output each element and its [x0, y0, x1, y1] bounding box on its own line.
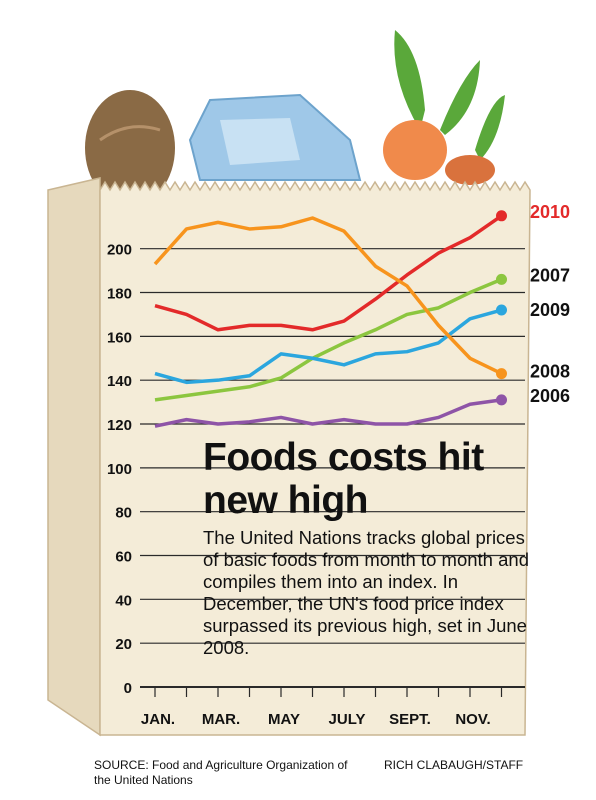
x-tick-label: JAN. [141, 711, 175, 728]
series-line-2008 [153, 216, 503, 376]
x-tick-label: JULY [329, 711, 366, 728]
series-label-2008: 2008 [530, 362, 570, 382]
x-tick-label: SEPT. [389, 711, 431, 728]
series-end-point-2007 [496, 273, 507, 285]
series-label-2010: 2010 [530, 202, 570, 222]
body-text: The United Nations tracks global prices … [203, 527, 529, 658]
series-label-2009: 2009 [530, 300, 570, 320]
series-end-point-2009 [496, 304, 507, 316]
series-line-2007 [154, 277, 503, 402]
series-end-point-2010 [496, 210, 507, 222]
paper-bag [47, 177, 531, 737]
carrot-icon [383, 120, 447, 180]
series-labels: 2010 2007 2009 2008 2006 [530, 202, 570, 406]
x-tick-label: MAY [268, 711, 300, 728]
series-label-2006: 2006 [530, 386, 570, 406]
y-tick-label: 60 [115, 549, 132, 566]
groceries-illustration [85, 30, 505, 206]
y-tick-label: 180 [107, 286, 132, 303]
y-tick-label: 200 [107, 242, 132, 259]
series-end-point-2008 [496, 368, 507, 380]
y-tick-label: 140 [107, 373, 132, 390]
y-tick-label: 160 [107, 329, 132, 346]
y-tick-label: 80 [115, 505, 132, 522]
bag-front [99, 180, 531, 736]
series-line-2009 [154, 308, 502, 385]
y-axis-ticks: 0 20 40 60 80 100 120 140 160 180 200 [107, 242, 132, 697]
y-tick-label: 120 [107, 417, 132, 434]
series-line-2006 [154, 398, 502, 428]
y-tick-label: 40 [115, 592, 132, 609]
source-note: SOURCE: Food and Agriculture Organizatio… [94, 758, 348, 787]
y-tick-label: 0 [124, 680, 132, 697]
series-line-2010 [154, 214, 503, 332]
leaves-icon [394, 30, 505, 160]
potato-icon [445, 155, 495, 185]
chart-series [153, 210, 507, 428]
series-end-point-2006 [496, 394, 507, 406]
series-label-2007: 2007 [530, 265, 570, 285]
x-axis-ticks: JAN. MAR. MAY JULY SEPT. NOV. [141, 711, 491, 728]
x-tick-label: MAR. [202, 711, 240, 728]
y-tick-label: 100 [107, 461, 132, 478]
y-tick-label: 20 [115, 636, 132, 653]
headline: Foods costs hit new high [203, 436, 484, 522]
bag-side [47, 177, 101, 737]
credit-note: RICH CLABAUGH/STAFF [384, 758, 524, 772]
bread-icon [85, 90, 175, 206]
x-tick-label: NOV. [455, 711, 490, 728]
